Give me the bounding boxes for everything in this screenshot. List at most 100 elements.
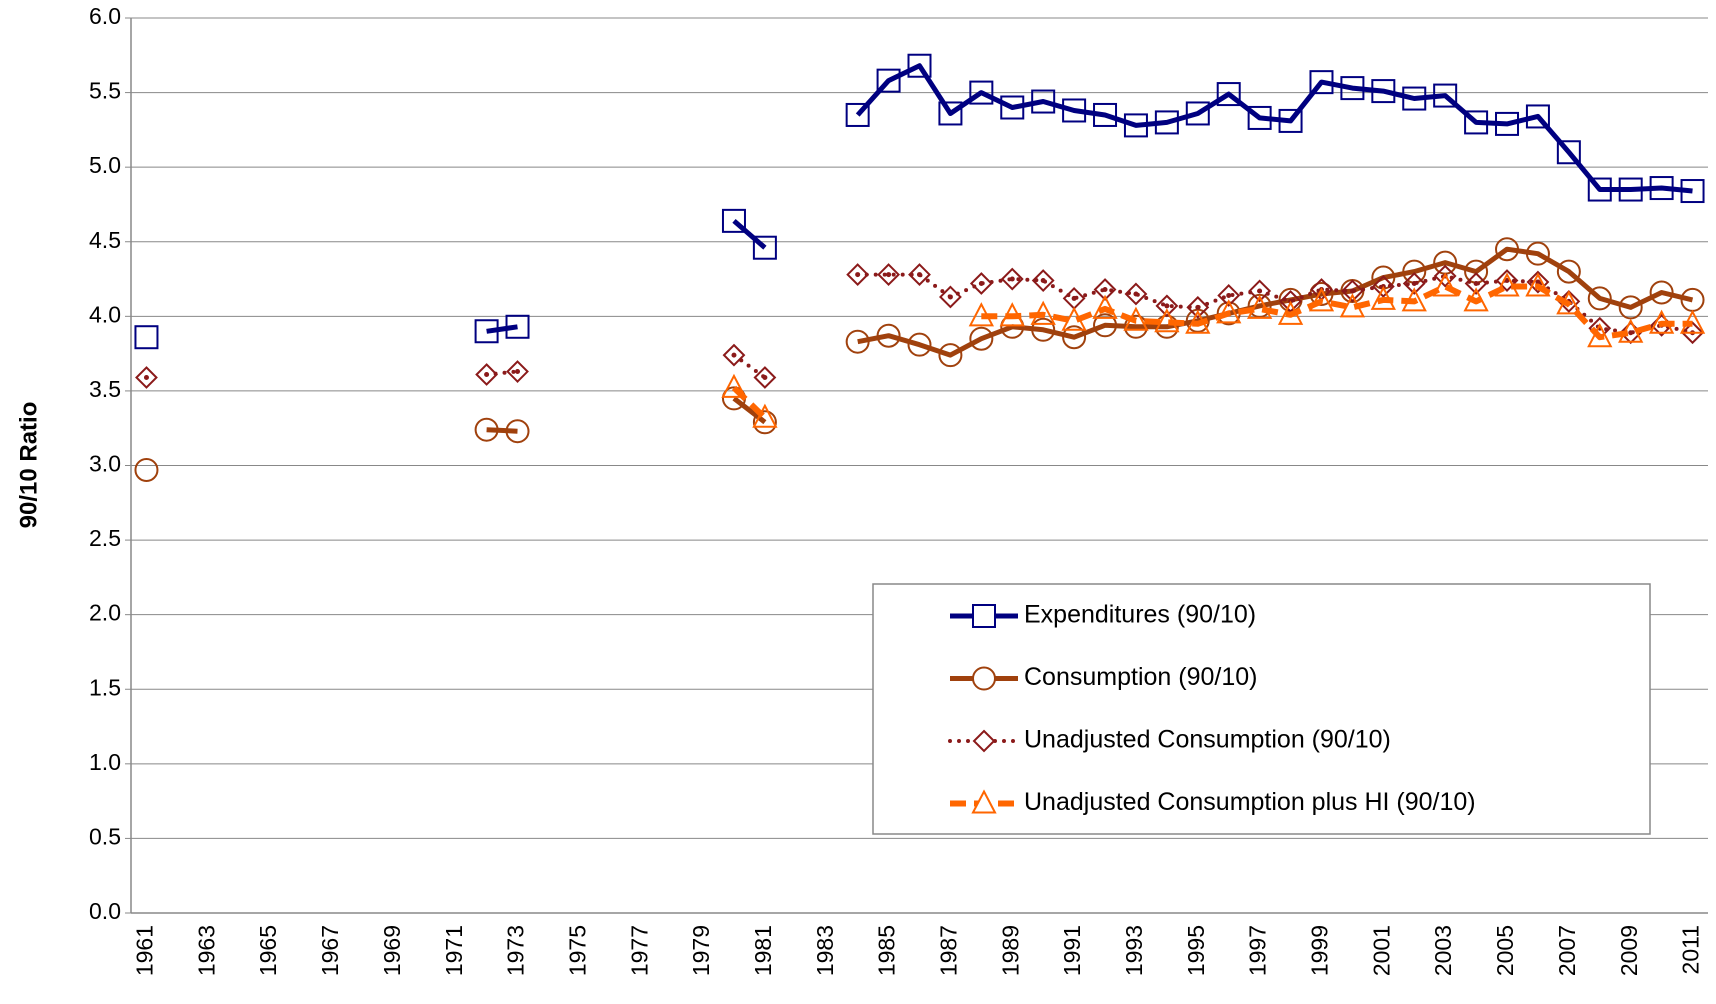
legend-label: Expenditures (90/10)	[1024, 601, 1256, 629]
x-tick-label: 1963	[193, 925, 219, 976]
data-point	[134, 457, 159, 482]
data-point	[907, 53, 932, 78]
data-point	[752, 235, 777, 260]
legend: Expenditures (90/10) Consumption (90/10) U…	[872, 583, 1651, 835]
x-tick-label: 1981	[750, 925, 776, 976]
data-point	[877, 263, 900, 286]
y-tick-label: 2.0	[89, 600, 121, 626]
series-line	[731, 283, 1693, 420]
x-tick-label: 1975	[564, 925, 590, 976]
y-tick-label: 3.0	[89, 451, 121, 477]
x-tick-label: 1989	[997, 925, 1023, 976]
series-line	[484, 272, 1695, 380]
data-point	[1216, 299, 1242, 324]
data-point	[907, 332, 932, 357]
data-point	[1556, 259, 1581, 284]
data-point	[876, 68, 901, 93]
data-point	[475, 363, 499, 386]
x-tick-label: 1979	[688, 925, 714, 976]
data-point	[1649, 280, 1674, 305]
legend-marker	[972, 666, 996, 691]
x-tick-label: 2009	[1616, 925, 1642, 976]
data-point	[1618, 295, 1643, 320]
data-point	[1216, 82, 1241, 107]
data-point	[1433, 264, 1457, 288]
x-tick-label: 2003	[1430, 925, 1456, 976]
data-point	[753, 366, 777, 389]
y-tick-label: 3.5	[89, 376, 121, 402]
y-tick-label: 0.5	[89, 823, 121, 849]
y-tick-label: 6.0	[89, 3, 121, 29]
legend-box	[872, 583, 1651, 835]
data-point	[721, 208, 746, 233]
y-tick-label: 4.0	[89, 301, 121, 327]
data-point	[1248, 279, 1272, 303]
data-point	[1526, 270, 1550, 294]
data-point	[1587, 286, 1612, 311]
x-tick-label: 1985	[874, 925, 900, 976]
x-tick-label: 1999	[1307, 925, 1333, 976]
legend-marker	[971, 789, 997, 814]
data-point	[1124, 282, 1148, 306]
legend-label: Consumption (90/10)	[1024, 663, 1257, 691]
x-tick-label: 1993	[1121, 925, 1147, 976]
data-point	[1062, 325, 1087, 350]
data-point-dot	[1164, 303, 1170, 309]
data-point	[969, 272, 993, 295]
x-tick-label: 1971	[441, 925, 467, 976]
data-point	[1432, 272, 1458, 297]
x-tick-label: 1967	[317, 925, 343, 976]
x-tick-label: 1977	[626, 925, 652, 976]
legend-label: Unadjusted Consumption (90/10)	[1024, 726, 1391, 754]
data-point	[846, 263, 870, 286]
data-point	[1587, 323, 1613, 348]
data-point	[908, 263, 931, 286]
data-point	[1525, 104, 1550, 129]
data-point	[1155, 294, 1179, 318]
legend-marker	[972, 604, 996, 628]
series-line	[486, 63, 1693, 334]
legend-label: Unadjusted Consumption plus HI (90/10)	[1024, 788, 1476, 816]
data-point	[1371, 275, 1395, 298]
data-point	[134, 325, 159, 350]
y-axis-label: 90/10 Ratio	[15, 402, 42, 529]
data-point	[752, 410, 777, 435]
x-tick-label: 1973	[503, 925, 529, 976]
data-point-dot	[515, 369, 521, 375]
data-point	[1308, 287, 1335, 312]
data-point	[506, 360, 529, 383]
x-tick-label: 2005	[1492, 925, 1518, 976]
data-point	[1185, 101, 1210, 126]
x-tick-label: 1961	[132, 925, 158, 976]
legend-marker	[972, 729, 996, 753]
x-tick-label: 2011	[1678, 925, 1704, 974]
y-tick-label: 5.0	[89, 152, 121, 178]
data-point	[1093, 278, 1117, 301]
y-tick-label: 5.5	[89, 78, 121, 104]
x-tick-label: 1995	[1183, 925, 1209, 976]
data-point-dot	[886, 272, 892, 278]
series-line	[486, 246, 1694, 434]
data-point	[938, 101, 963, 126]
x-tick-label: 1969	[379, 925, 405, 976]
data-point	[1031, 269, 1055, 292]
data-point-dot	[1226, 292, 1232, 298]
y-tick-label: 0.0	[89, 898, 121, 924]
x-tick-label: 1991	[1059, 925, 1085, 976]
data-point-dot	[143, 374, 149, 380]
x-tick-label: 1997	[1245, 925, 1271, 976]
data-point	[722, 343, 746, 367]
data-point	[1525, 272, 1551, 297]
x-tick-label: 1983	[812, 925, 838, 976]
y-tick-label: 1.0	[89, 749, 121, 775]
data-point	[845, 102, 870, 127]
data-point	[1556, 140, 1581, 165]
data-point	[1186, 295, 1210, 319]
data-point	[969, 80, 994, 105]
data-point	[721, 373, 747, 398]
data-point	[135, 366, 158, 389]
data-point	[969, 326, 994, 351]
y-tick-label: 2.5	[89, 525, 121, 551]
x-tick-label: 2001	[1368, 925, 1394, 976]
